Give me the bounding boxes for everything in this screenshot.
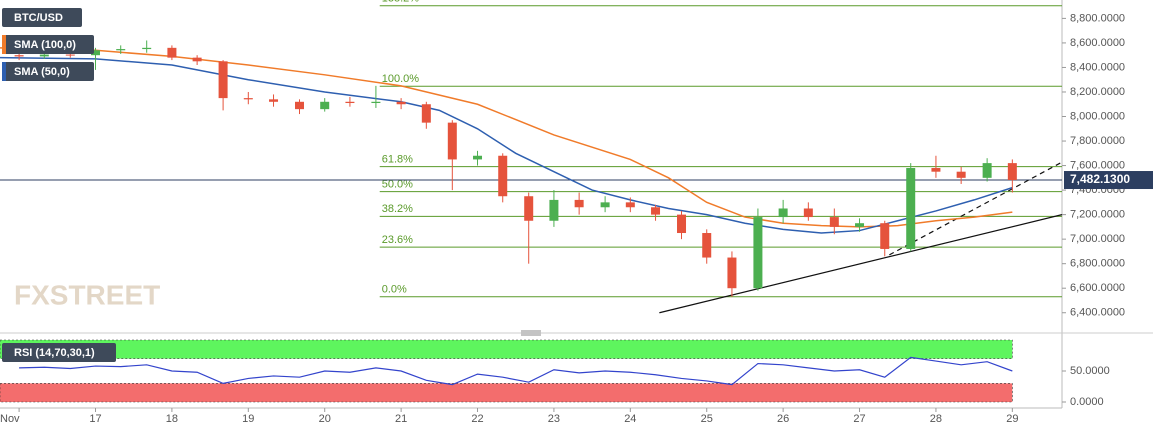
- candle-body: [906, 168, 916, 249]
- x-tick-label: 18: [166, 413, 178, 425]
- candle-body: [396, 101, 406, 105]
- candle-body: [269, 99, 279, 102]
- y-tick-label: 6,600.0000: [1070, 282, 1125, 294]
- candle-body: [524, 196, 534, 221]
- y-tick-label: 7,800.0000: [1070, 135, 1125, 147]
- last-price-label: 7,482.1300: [1070, 172, 1130, 186]
- legend-box: [2, 8, 82, 27]
- fib-label: 50.0%: [382, 178, 413, 190]
- fib-label: 138.2%: [382, 0, 420, 5]
- fib-label: 38.2%: [382, 203, 413, 215]
- candle-body: [931, 168, 941, 172]
- candle-body: [91, 50, 101, 56]
- trendline: [889, 161, 1063, 256]
- x-tick-label: 20: [319, 413, 331, 425]
- y-tick-label: 7,000.0000: [1070, 233, 1125, 245]
- candle-body: [880, 223, 890, 249]
- candle-body: [116, 49, 126, 51]
- candle-body: [294, 101, 304, 110]
- candle-body: [498, 155, 508, 197]
- legend-box: [2, 35, 94, 54]
- legend-label: RSI (14,70,30,1): [14, 347, 95, 359]
- candle-body: [192, 57, 202, 62]
- sma-line: [0, 47, 1013, 228]
- legend-box: [2, 343, 116, 362]
- candle-body: [65, 54, 75, 56]
- candle-body: [447, 122, 457, 160]
- candle-body: [677, 214, 687, 234]
- candle-body: [829, 217, 839, 227]
- x-tick-label: 25: [701, 413, 713, 425]
- candle-body: [727, 257, 737, 289]
- rsi-band: [0, 383, 1013, 403]
- sma-line: [0, 56, 1013, 234]
- x-tick-label: 26: [777, 413, 789, 425]
- candle-body: [982, 163, 992, 178]
- candle-body: [421, 104, 431, 123]
- y-tick-label: 6,800.0000: [1070, 258, 1125, 270]
- y-tick-label: 7,200.0000: [1070, 209, 1125, 221]
- x-tick-label: 22: [471, 413, 483, 425]
- y-tick-label: 50.0000: [1070, 365, 1110, 377]
- x-tick-label: 28: [930, 413, 942, 425]
- y-tick-label: 0.0000: [1070, 396, 1104, 408]
- candle-body: [167, 47, 177, 58]
- y-tick-label: 8,400.0000: [1070, 61, 1125, 73]
- y-tick-label: 8,000.0000: [1070, 110, 1125, 122]
- candle-body: [371, 101, 381, 104]
- candle-body: [243, 98, 253, 100]
- candle-body: [956, 171, 966, 178]
- fib-label: 100.0%: [382, 73, 420, 85]
- x-tick-label: 27: [853, 413, 865, 425]
- candle-body: [651, 207, 661, 215]
- legend-swatch: [2, 62, 6, 81]
- x-tick-label: Nov: [0, 413, 20, 425]
- legend-label: SMA (100,0): [14, 39, 76, 51]
- watermark: FXSTREET: [14, 279, 160, 310]
- candle-body: [600, 202, 610, 208]
- y-tick-label: 8,200.0000: [1070, 86, 1125, 98]
- candle-body: [218, 61, 228, 99]
- legend-label: SMA (50,0): [14, 66, 70, 78]
- candle-body: [803, 208, 813, 218]
- candle-body: [753, 217, 763, 289]
- x-tick-label: 29: [1006, 413, 1018, 425]
- candle-body: [14, 55, 24, 57]
- panel-grip: [521, 330, 541, 336]
- candle-body: [1007, 163, 1017, 181]
- candle-body: [142, 47, 152, 50]
- y-tick-label: 8,600.0000: [1070, 37, 1125, 49]
- candle-body: [625, 202, 635, 208]
- candle-body: [702, 233, 712, 258]
- candle-body: [549, 199, 559, 221]
- trendline: [659, 214, 1063, 314]
- rsi-line: [19, 356, 1013, 386]
- legend-box: [2, 62, 94, 81]
- fib-label: 23.6%: [382, 234, 413, 246]
- legend-swatch: [2, 35, 6, 54]
- y-tick-label: 6,400.0000: [1070, 307, 1125, 319]
- candle-body: [345, 101, 355, 104]
- candle-body: [778, 208, 788, 218]
- x-tick-label: 21: [395, 413, 407, 425]
- candle-body: [39, 54, 49, 57]
- fib-label: 61.8%: [382, 154, 413, 166]
- candle-body: [473, 155, 483, 160]
- fib-label: 0.0%: [382, 284, 407, 296]
- candle-body: [574, 199, 584, 208]
- legend-label: BTC/USD: [14, 12, 63, 24]
- x-tick-label: 23: [548, 413, 560, 425]
- x-tick-label: 19: [242, 413, 254, 425]
- candle-body: [855, 223, 865, 227]
- rsi-band: [0, 339, 1013, 359]
- x-tick-label: 17: [89, 413, 101, 425]
- last-price-box: [1064, 171, 1153, 190]
- y-tick-label: 7,600.0000: [1070, 159, 1125, 171]
- x-tick-label: 24: [624, 413, 636, 425]
- candle-body: [320, 101, 330, 110]
- y-tick-label: 8,800.0000: [1070, 12, 1125, 24]
